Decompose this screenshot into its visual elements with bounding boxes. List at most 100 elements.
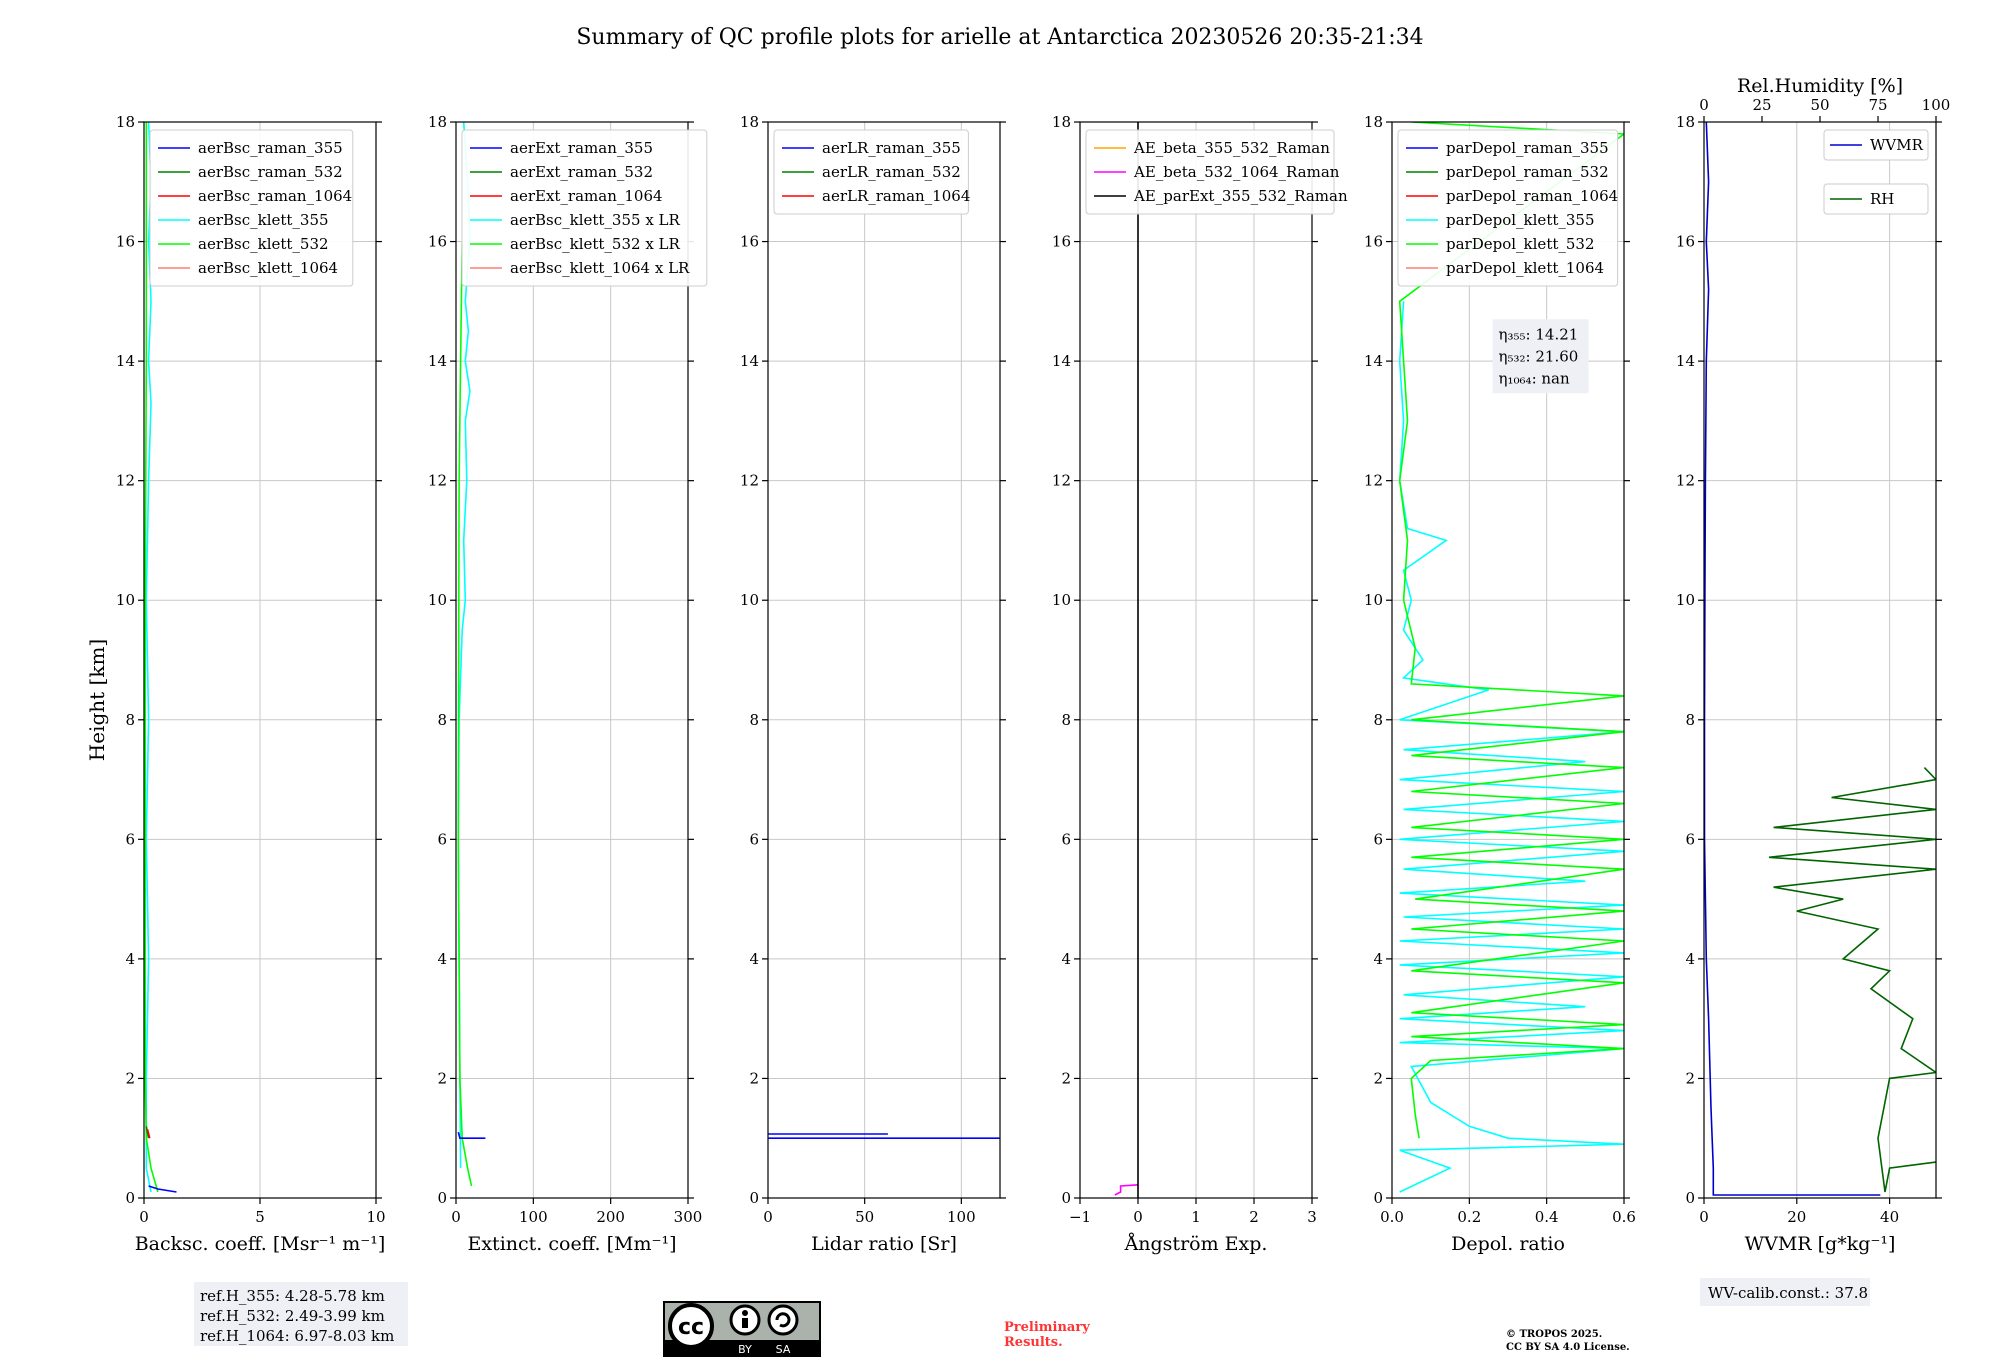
x-tick-label: 300: [674, 1208, 703, 1226]
x-tick-label: 40: [1880, 1208, 1899, 1226]
legend-label: aerBsc_raman_532: [198, 163, 343, 181]
y-tick-label: 10: [428, 591, 447, 609]
x2-tick-label: 75: [1868, 96, 1887, 114]
eta-label: η₃₅₅: 14.21: [1499, 325, 1579, 343]
x-tick-label: 0.6: [1612, 1208, 1636, 1226]
legend-label: aerBsc_klett_355: [198, 211, 329, 229]
by-person-body: [742, 1318, 748, 1328]
x-tick-label: 50: [855, 1208, 874, 1226]
y-tick-label: 8: [437, 711, 447, 729]
by-person-head: [742, 1310, 748, 1316]
y-tick-label: 18: [428, 113, 447, 131]
y-tick-label: 12: [1364, 472, 1383, 490]
y-tick-label: 6: [749, 830, 759, 848]
y-tick-label: 12: [116, 472, 135, 490]
y-tick-label: 14: [740, 352, 759, 370]
x2-axis-label: Rel.Humidity [%]: [1737, 75, 1903, 97]
y-tick-label: 16: [116, 233, 135, 251]
legend-label: aerLR_raman_532: [822, 163, 961, 181]
x-tick-label: 3: [1307, 1208, 1317, 1226]
legend-label: aerExt_raman_355: [510, 139, 653, 157]
y-tick-label: 12: [740, 472, 759, 490]
ref-height-1064: ref.H_1064: 6.97-8.03 km: [200, 1327, 394, 1345]
series-aerBsc_klett_532 x LR: [457, 241, 473, 1187]
series-group: [768, 1133, 1000, 1139]
ref-height-box: ref.H_355: 4.28-5.78 km ref.H_532: 2.49-…: [194, 1282, 408, 1346]
y-tick-label: 2: [437, 1069, 447, 1087]
y-tick-label: 2: [749, 1069, 759, 1087]
y-tick-label: 0: [1061, 1189, 1071, 1207]
eta-label: η₅₃₂: 21.60: [1499, 347, 1579, 365]
legend-label: aerBsc_klett_355 x LR: [510, 211, 681, 229]
y-tick-label: 4: [1685, 950, 1695, 968]
copyright-line-2: CC BY SA 4.0 License.: [1506, 1342, 1630, 1353]
y-tick-label: 14: [1676, 352, 1695, 370]
x2-tick-label: 50: [1810, 96, 1829, 114]
x-tick-label: −1: [1069, 1208, 1091, 1226]
x2-tick-label: 25: [1752, 96, 1771, 114]
y-tick-label: 18: [1052, 113, 1071, 131]
x-tick-label: 100: [519, 1208, 548, 1226]
figure-title: Summary of QC profile plots for arielle …: [576, 25, 1423, 50]
x-axis-label: Backsc. coeff. [Msr⁻¹ m⁻¹]: [135, 1233, 386, 1255]
ref-height-355: ref.H_355: 4.28-5.78 km: [200, 1287, 385, 1305]
x-tick-label: 0.2: [1457, 1208, 1481, 1226]
axes-frame: [767, 121, 1001, 1199]
x-tick-label: 5: [255, 1208, 265, 1226]
y-tick-label: 4: [1061, 950, 1071, 968]
y-tick-label: 8: [1061, 711, 1071, 729]
y-tick-label: 2: [1685, 1069, 1695, 1087]
sa-share-arrow: [775, 1312, 791, 1328]
axes-frame: [1391, 121, 1625, 1199]
x-tick-label: 0.0: [1380, 1208, 1404, 1226]
legend-box: [773, 129, 969, 215]
x-tick-label: 0: [139, 1208, 149, 1226]
series-parDepol_klett_355: [1398, 301, 1624, 1193]
y-tick-label: 10: [1364, 591, 1383, 609]
y-tick-label: 8: [125, 711, 135, 729]
copyright-line-1: © TROPOS 2025.: [1506, 1329, 1602, 1340]
series-aerBsc_klett_355: [145, 122, 152, 1193]
panel-lidar_ratio: 0 2 4 6 8 10 12 14 16 18 0 50 100 Lidar ratio [Sr] aer…: [740, 113, 1006, 1255]
series-group: [1398, 122, 1624, 1193]
legend-label: aerBsc_klett_532: [198, 235, 329, 253]
y-tick-label: 16: [740, 233, 759, 251]
x2-tick-label: 100: [1922, 96, 1951, 114]
y-tick-label: 4: [125, 950, 135, 968]
y-tick-label: 16: [1364, 233, 1383, 251]
panel-extinction: 0 2 4 6 8 10 12 14 16 18 0 100 200 300 Extinct. coeff.…: [428, 113, 708, 1255]
sa-text: SA: [776, 1343, 791, 1356]
wv-calib-box: WV-calib.const.: 37.8: [1700, 1278, 1870, 1306]
legend-label: aerBsc_klett_1064 x LR: [510, 259, 690, 277]
ref-height-532: ref.H_532: 2.49-3.99 km: [200, 1307, 385, 1325]
legend-label: aerExt_raman_532: [510, 163, 653, 181]
legend-label: aerLR_raman_1064: [822, 187, 970, 205]
y-tick-label: 16: [1676, 233, 1695, 251]
y-tick-label: 14: [1052, 352, 1071, 370]
y-tick-label: 4: [1373, 950, 1383, 968]
x-tick-label: 0: [1699, 1208, 1709, 1226]
y-tick-label: 18: [116, 113, 135, 131]
legend-box: [149, 129, 354, 287]
series-group: [1114, 122, 1139, 1198]
y-axis-label: Height [km]: [85, 639, 109, 761]
x-axis-label: Depol. ratio: [1451, 1233, 1565, 1255]
x-tick-label: 1: [1191, 1208, 1201, 1226]
y-tick-label: 2: [1061, 1069, 1071, 1087]
y-tick-label: 18: [740, 113, 759, 131]
x-tick-label: 0.4: [1535, 1208, 1559, 1226]
y-tick-label: 12: [1052, 472, 1071, 490]
series-group: [144, 122, 177, 1193]
y-tick-label: 6: [1373, 830, 1383, 848]
x-axis-label: Lidar ratio [Sr]: [811, 1233, 957, 1255]
x-axis-label: Ångström Exp.: [1124, 1233, 1268, 1255]
axes-frame: [1703, 121, 1937, 1199]
legend-label: aerExt_raman_1064: [510, 187, 663, 205]
x-axis-label: Extinct. coeff. [Mm⁻¹]: [467, 1233, 676, 1255]
by-text: BY: [738, 1343, 752, 1356]
y-tick-label: 6: [125, 830, 135, 848]
legend-label: parDepol_klett_355: [1446, 211, 1595, 229]
legend-label: aerBsc_klett_532 x LR: [510, 235, 681, 253]
